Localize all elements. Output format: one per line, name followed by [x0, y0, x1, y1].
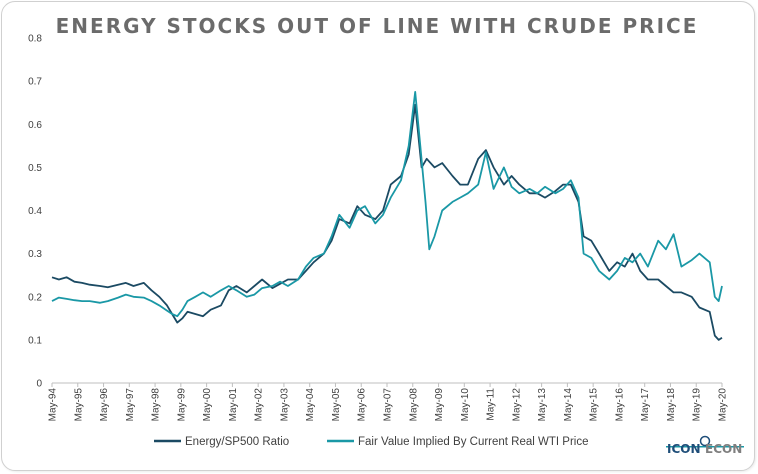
- logo-text-right: ECON: [705, 442, 742, 456]
- legend-label-energy-ratio: Energy/SP500 Ratio: [185, 436, 289, 448]
- y-tick-label: 0.7: [28, 77, 42, 88]
- x-tick-label: May-04: [305, 388, 316, 422]
- x-tick-label: May-18: [666, 388, 677, 422]
- icon-econ-logo: ICON ECON: [666, 435, 744, 456]
- y-tick-label: 0.5: [28, 163, 42, 174]
- x-tick-label: May-09: [434, 388, 445, 422]
- series-line-fair-value: [51, 91, 723, 318]
- x-tick-label: May-01: [228, 388, 239, 422]
- x-tick-label: May-00: [202, 388, 213, 422]
- x-tick-label: May-03: [279, 388, 290, 422]
- x-tick-label: May-14: [563, 388, 574, 422]
- x-tick-label: May-06: [357, 388, 368, 422]
- y-tick-label: 0.1: [28, 335, 42, 346]
- x-tick-label: May-05: [331, 388, 342, 422]
- series-line-energy-ratio: [51, 103, 723, 341]
- logo-text-left: ICON: [667, 442, 701, 456]
- x-tick-label: May-96: [99, 388, 110, 422]
- x-tick-label: May-11: [486, 388, 497, 421]
- y-tick-label: 0.8: [28, 34, 42, 45]
- x-tick-label: May-08: [408, 388, 419, 422]
- legend-label-fair-value: Fair Value Implied By Current Real WTI P…: [358, 436, 589, 448]
- x-tick-label: May-98: [151, 388, 162, 422]
- plot-area: [51, 91, 723, 341]
- y-tick-label: 0: [36, 379, 42, 390]
- x-tick-label: May-15: [589, 388, 600, 422]
- x-tick-label: May-17: [640, 388, 651, 422]
- x-axis: May-94 May-95 May-96 May-97 May-98 May-99 May-…: [48, 383, 729, 421]
- x-tick-label: May-07: [383, 388, 394, 422]
- y-tick-label: 0.3: [28, 249, 42, 260]
- x-tick-label: May-99: [176, 388, 187, 422]
- x-tick-label: May-13: [537, 388, 548, 422]
- x-tick-label: May-95: [73, 388, 84, 422]
- y-tick-label: 0.4: [28, 206, 42, 217]
- x-tick-label: May-94: [48, 388, 59, 422]
- x-tick-label: May-16: [614, 388, 625, 422]
- y-tick-label: 0.6: [28, 120, 42, 131]
- chart-title: ENERGY STOCKS OUT OF LINE WITH CRUDE PRI…: [56, 14, 699, 38]
- x-tick-label: May-12: [511, 388, 522, 422]
- legend: Energy/SP500 Ratio Fair Value Implied By…: [154, 436, 589, 448]
- x-tick-label: May-10: [460, 388, 471, 422]
- x-tick-label: May-20: [718, 388, 729, 422]
- x-tick-label: May-02: [254, 388, 265, 422]
- x-tick-label: May-97: [125, 388, 136, 422]
- y-tick-label: 0.2: [28, 292, 42, 303]
- y-axis: 0 0.1 0.2 0.3 0.4 0.5 0.6 0.7 0.8: [28, 34, 42, 390]
- x-tick-label: May-19: [692, 388, 703, 422]
